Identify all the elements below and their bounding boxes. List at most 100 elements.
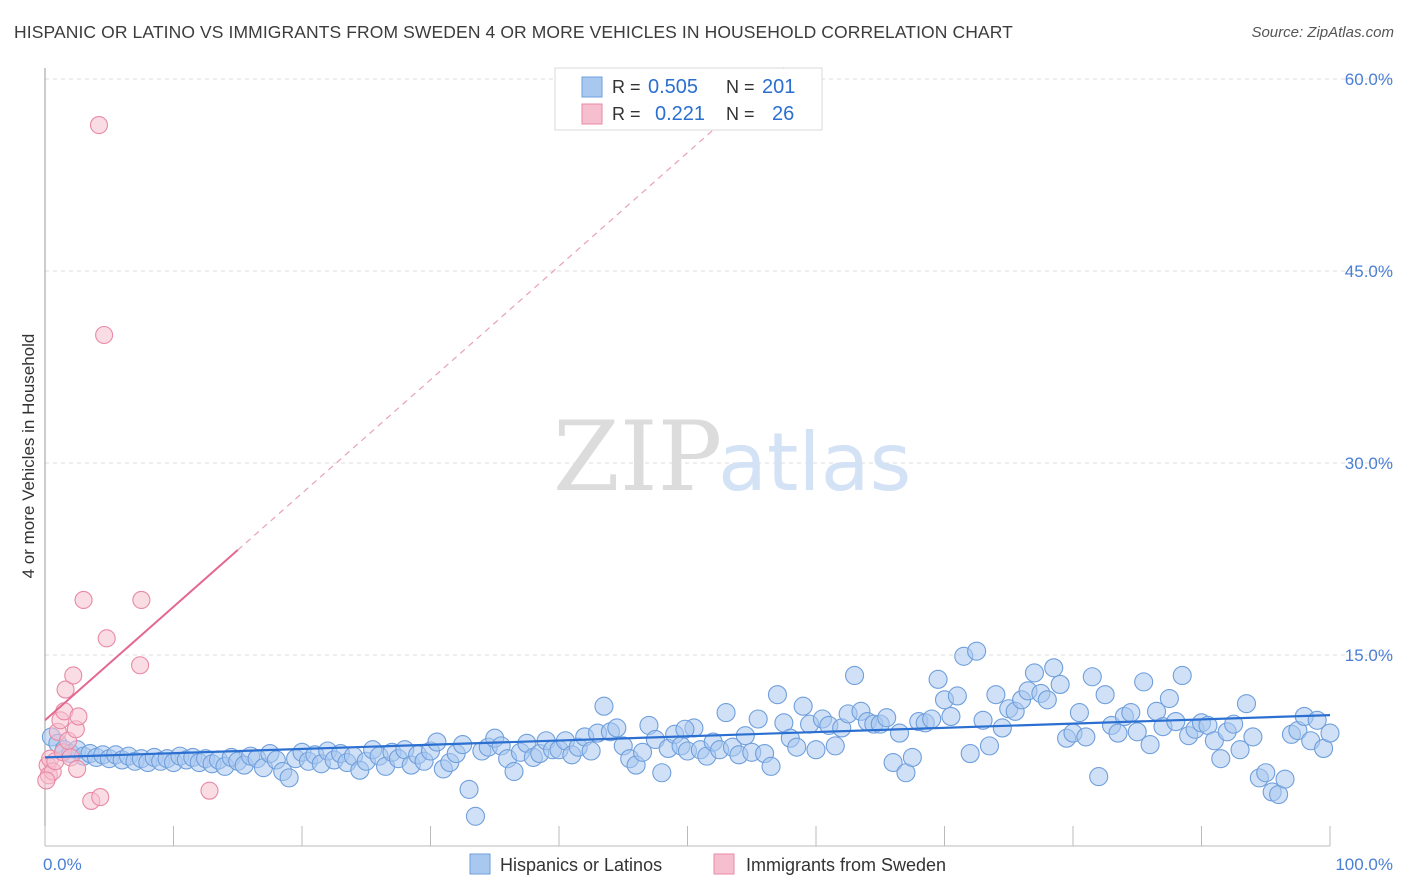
legend-r-value-blue: 0.505 [648, 76, 698, 98]
series-hispanics-points [41, 641, 1340, 826]
y-axis-label: 4 or more Vehicles in Household [19, 334, 38, 579]
hispanics-point [1320, 723, 1340, 743]
sweden-trendline [44, 549, 239, 722]
bottom-legend-label-pink: Immigrants from Sweden [746, 855, 946, 875]
sweden-point [56, 680, 75, 699]
chart-title: HISPANIC OR LATINO VS IMMIGRANTS FROM SW… [14, 22, 1013, 42]
sweden-point [131, 656, 150, 675]
hispanics-point [1037, 690, 1057, 710]
watermark: ZIP atlas [553, 401, 911, 513]
series-sweden-points [37, 116, 219, 810]
hispanics-point [1024, 663, 1044, 683]
x-ticks [44, 826, 1331, 846]
sweden-trendline-dashed [237, 67, 785, 551]
y-tick-label: 30.0% [1345, 454, 1393, 473]
sweden-point [64, 666, 83, 685]
hispanics-point [1166, 712, 1186, 732]
hispanics-point [967, 641, 987, 661]
watermark-atlas: atlas [718, 416, 911, 509]
sweden-point [89, 116, 109, 135]
hispanics-point [652, 763, 672, 783]
hispanics-point [1121, 703, 1141, 723]
hispanics-point [748, 709, 768, 729]
hispanics-point [1050, 674, 1070, 694]
hispanics-point [607, 718, 627, 738]
sweden-point [91, 788, 110, 807]
hispanics-point [1159, 688, 1179, 709]
legend-r-label-blue: R = [612, 77, 641, 97]
watermark-zip: ZIP [553, 401, 722, 513]
y-tick-labels: 15.0% 30.0% 45.0% 60.0% [1345, 70, 1393, 665]
hispanics-point [716, 703, 736, 723]
hispanics-point [675, 719, 695, 739]
hispanics-point [1230, 740, 1250, 760]
y-tick-label: 45.0% [1345, 262, 1393, 281]
hispanics-point [844, 665, 865, 686]
hispanics-point [889, 723, 910, 743]
legend-swatch-pink [581, 103, 603, 125]
hispanics-point [825, 736, 845, 756]
hispanics-point [1134, 672, 1154, 692]
hispanics-point [1236, 694, 1257, 714]
hispanics-point [1140, 735, 1160, 755]
hispanics-point [1275, 769, 1295, 789]
hispanics-point [973, 710, 993, 730]
hispanics-point [902, 747, 922, 767]
hispanics-point [1044, 658, 1064, 678]
hispanics-point [427, 732, 447, 752]
sweden-point [200, 781, 219, 800]
sweden-point [69, 707, 88, 726]
legend-n-value-blue: 201 [762, 76, 795, 98]
y-tick-label: 15.0% [1345, 646, 1393, 665]
hispanics-point [806, 740, 826, 760]
bottom-legend-swatch-pink [713, 853, 735, 875]
hispanics-point [465, 806, 486, 826]
hispanics-point [459, 779, 479, 799]
hispanics-trendline [44, 714, 1331, 759]
hispanics-point [767, 685, 788, 705]
legend-r-value-pink: 0.221 [655, 103, 705, 125]
hispanics-point [1243, 727, 1263, 747]
hispanics-point [1127, 722, 1147, 742]
bottom-legend-swatch-blue [469, 853, 491, 875]
hispanics-point [1076, 727, 1096, 747]
hispanics-point [1069, 703, 1089, 723]
hispanics-point [1172, 665, 1192, 686]
hispanics-point [1211, 749, 1231, 769]
hispanics-point [947, 686, 967, 706]
legend-n-value-pink: 26 [772, 103, 794, 125]
bottom-legend: Hispanics or Latinos Immigrants from Swe… [469, 853, 946, 875]
hispanics-point [632, 742, 653, 762]
chart-source: Source: ZipAtlas.com [1251, 24, 1394, 41]
sweden-point [132, 590, 151, 610]
legend-swatch-blue [581, 76, 603, 98]
sweden-point [74, 590, 93, 610]
hispanics-point [1082, 667, 1102, 687]
gridlines [45, 78, 1392, 656]
hispanics-point [1095, 685, 1115, 705]
hispanics-point [1089, 767, 1109, 787]
sweden-point [68, 759, 87, 778]
sweden-point [95, 325, 114, 345]
hispanics-point [877, 708, 897, 728]
hispanics-point [928, 669, 948, 689]
hispanics-point [979, 736, 1000, 756]
x-tick-label-min: 0.0% [43, 855, 82, 874]
stats-legend: R = 0.505 N = 201 R = 0.221 N = 26 [554, 67, 823, 131]
legend-r-label-pink: R = [612, 104, 641, 124]
hispanics-point [1224, 714, 1244, 734]
hispanics-point [883, 752, 903, 773]
bottom-legend-label-blue: Hispanics or Latinos [500, 855, 662, 875]
hispanics-point [787, 737, 807, 757]
legend-n-label-blue: N = [726, 77, 755, 97]
hispanics-point [793, 696, 813, 716]
hispanics-point [594, 696, 614, 716]
hispanics-point [761, 756, 781, 776]
hispanics-point [992, 718, 1012, 738]
hispanics-point [504, 761, 524, 782]
sweden-point [37, 771, 56, 790]
hispanics-point [960, 744, 980, 764]
hispanics-point [1256, 763, 1276, 783]
legend-n-label-pink: N = [726, 104, 755, 124]
